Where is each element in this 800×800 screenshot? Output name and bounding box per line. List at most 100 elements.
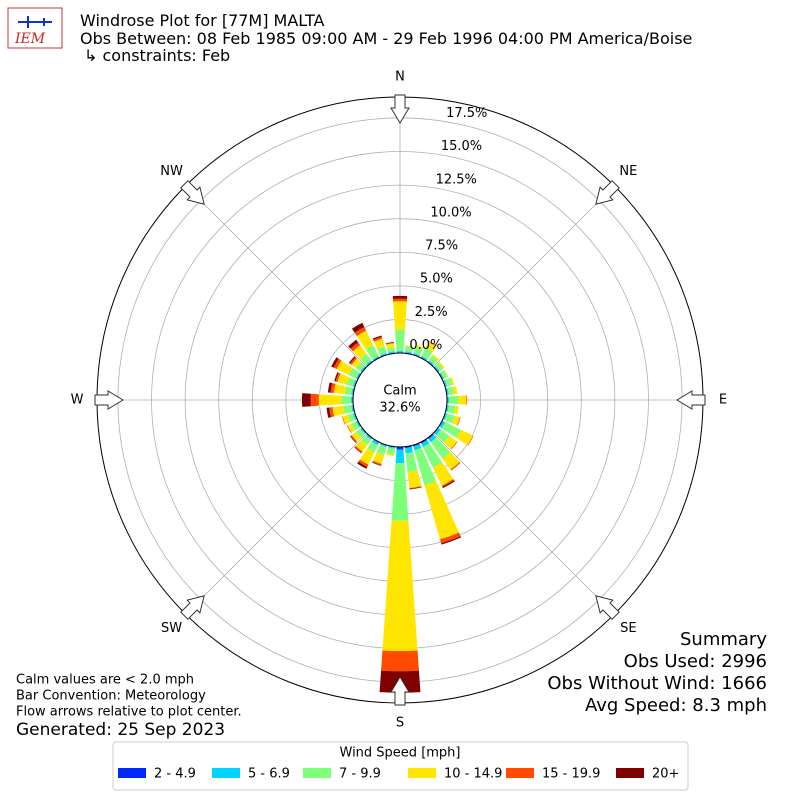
flow-arrow xyxy=(180,180,205,205)
bar-segment xyxy=(376,444,387,455)
bar-segment xyxy=(458,395,467,405)
bar-segment xyxy=(330,383,336,394)
logo: IEM xyxy=(7,7,63,49)
bar-segment xyxy=(466,395,468,405)
bar-segment xyxy=(392,295,408,299)
bar-segment xyxy=(351,404,354,412)
bar-segment xyxy=(457,417,461,426)
bar-segment xyxy=(438,361,445,369)
bar-segment xyxy=(387,347,395,353)
bar-segment xyxy=(407,470,422,489)
bar-segment xyxy=(355,372,361,380)
bar-segment xyxy=(404,351,412,354)
bar-segment xyxy=(352,345,367,359)
bar-segment xyxy=(444,413,455,424)
bar-segment xyxy=(333,358,342,370)
bar-segment xyxy=(415,344,424,350)
bar-segment xyxy=(354,326,367,336)
bar-segment xyxy=(342,414,351,425)
bar-segment xyxy=(352,413,357,420)
flow-arrow xyxy=(595,180,620,205)
bar-segment xyxy=(428,340,437,347)
bar-segment xyxy=(348,356,356,364)
bar-segment xyxy=(382,520,418,652)
compass-label: S xyxy=(396,716,404,731)
legend-label: 10 - 14.9 xyxy=(444,767,502,782)
bar-segment xyxy=(372,460,382,466)
flow-arrow xyxy=(94,390,124,410)
bar-segment xyxy=(420,355,428,361)
bar-segment xyxy=(360,365,366,372)
bar-segment xyxy=(413,444,422,451)
bar-segment xyxy=(447,405,456,414)
legend-label: 5 - 6.9 xyxy=(248,767,290,782)
bar-segment xyxy=(424,480,459,540)
bar-segment xyxy=(355,420,361,428)
chart-subtitle: ↳ constraints: Feb xyxy=(84,46,230,65)
r-tick-label: 7.5% xyxy=(425,239,458,254)
bar-segment xyxy=(372,355,380,361)
bar-segment xyxy=(456,429,474,446)
bar-segment xyxy=(360,353,372,365)
logo-icon xyxy=(18,16,52,28)
bar-segment xyxy=(361,435,372,446)
bar-segment xyxy=(446,404,449,412)
bar-segment xyxy=(421,440,430,448)
bar-segment xyxy=(467,435,474,446)
compass-label: W xyxy=(71,393,84,408)
bar-segment xyxy=(392,298,408,302)
bar-segment xyxy=(386,452,395,457)
bar-segment xyxy=(447,396,450,404)
bar-segment xyxy=(446,388,449,396)
bar-segment xyxy=(405,452,418,473)
bar-segment xyxy=(351,421,360,431)
bar-segment xyxy=(347,413,356,423)
bar-segment xyxy=(341,395,352,405)
bar-segment xyxy=(359,448,375,465)
bar-segment xyxy=(405,345,414,348)
bar-segment xyxy=(351,322,365,333)
note: Bar Convention: Meteorology xyxy=(16,689,206,704)
bar-segment xyxy=(350,435,357,443)
bar-segment xyxy=(335,372,341,383)
bar-segment xyxy=(413,352,420,357)
compass-label: SE xyxy=(620,621,636,636)
generated: Generated: 25 Sep 2023 xyxy=(16,720,225,740)
bar-segment xyxy=(351,388,354,396)
bar-segment xyxy=(367,441,378,453)
bar-segment xyxy=(432,462,454,486)
flow-arrow-shape xyxy=(94,390,124,410)
bar-segment xyxy=(439,372,445,380)
bar-segment xyxy=(385,341,394,344)
compass-label: N xyxy=(395,70,405,85)
bar-segment xyxy=(355,428,365,438)
chart-subtitle: Obs Between: 08 Feb 1985 09:00 AM - 29 F… xyxy=(80,29,692,48)
bar-segment xyxy=(318,394,342,406)
bar-segment xyxy=(428,355,438,365)
bar-segment xyxy=(443,369,449,377)
bar-segment xyxy=(405,446,413,454)
bar-segment xyxy=(354,445,363,453)
bar-segment xyxy=(373,336,383,342)
legend-swatch xyxy=(118,768,146,778)
bar-segment xyxy=(327,382,333,393)
bar-segment xyxy=(386,343,395,349)
r-tick-label: 12.5% xyxy=(436,172,477,187)
r-tick-label: 5.0% xyxy=(420,272,453,287)
bar-segment xyxy=(454,405,459,415)
bar-segment xyxy=(427,433,434,440)
chart-title: Windrose Plot for [77M] MALTA xyxy=(80,11,325,30)
flow-arrow xyxy=(180,595,205,620)
bar-segment xyxy=(334,372,339,382)
calm-label: Calm xyxy=(383,384,416,399)
flow-arrow-shape xyxy=(390,676,410,706)
bar-segment xyxy=(443,380,448,387)
flow-arrow xyxy=(676,390,706,410)
grid-spoke xyxy=(432,185,615,368)
summary-line: Avg Speed: 8.3 mph xyxy=(585,695,767,716)
bar-segment xyxy=(396,350,404,353)
bar-segment xyxy=(336,360,353,375)
bar-segment xyxy=(374,338,385,350)
bar-segment xyxy=(435,363,443,372)
